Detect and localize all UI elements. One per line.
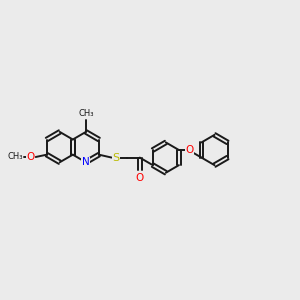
Text: N: N bbox=[82, 157, 90, 167]
Text: O: O bbox=[136, 173, 144, 183]
Text: CH₃: CH₃ bbox=[8, 152, 23, 161]
Text: CH₃: CH₃ bbox=[78, 109, 94, 118]
Text: O: O bbox=[26, 152, 34, 162]
Text: O: O bbox=[185, 145, 194, 155]
Text: S: S bbox=[112, 153, 119, 163]
